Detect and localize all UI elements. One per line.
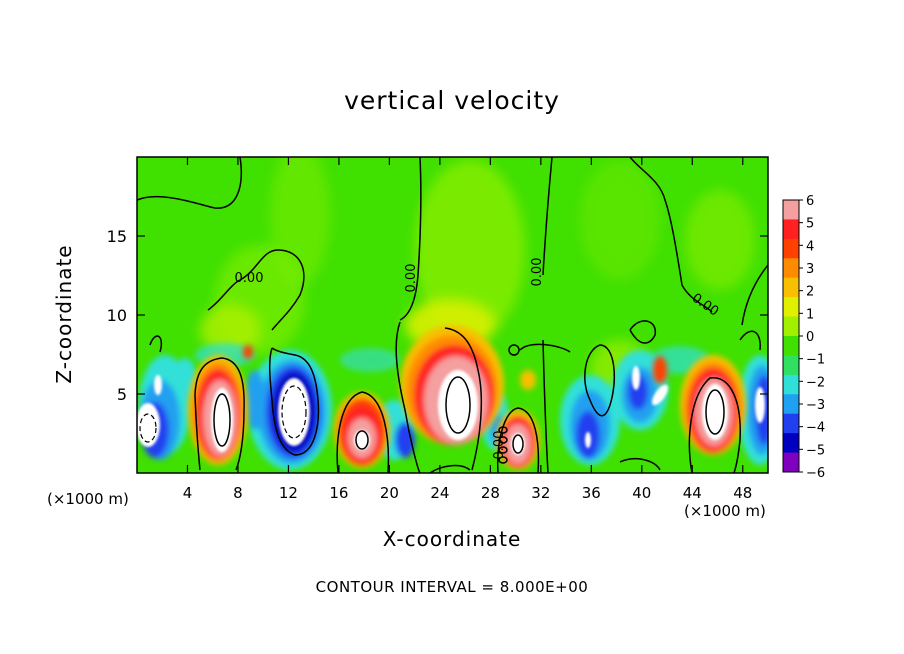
colorbar-label: 5 [806, 217, 814, 232]
colorbar-label: −5 [806, 443, 825, 458]
x-tick-label: 4 [183, 484, 193, 502]
colorbar-label: 2 [806, 285, 814, 300]
y-axis-label: Z-coordinate [52, 244, 76, 384]
zero-contours [137, 157, 768, 473]
colorbar-label: −2 [806, 375, 825, 390]
colorbar-label: 0 [806, 330, 814, 345]
colorbar-segment [783, 219, 799, 240]
field-shading [137, 157, 768, 470]
contour-label: 0.00 [404, 264, 419, 293]
x-tick-label: 36 [582, 484, 601, 502]
colorbar-segment [783, 336, 799, 356]
colorbar-segment [783, 413, 799, 434]
colorbar-label: −1 [806, 353, 825, 368]
plot-area [137, 157, 768, 473]
colorbar-label: 4 [806, 239, 814, 254]
chart-title: vertical velocity [344, 86, 560, 115]
x-tick-label: 20 [380, 484, 399, 502]
x-tick-label: 32 [531, 484, 550, 502]
colorbar-segment [783, 355, 799, 376]
colorbar-segment [783, 258, 799, 279]
x-axis-label: X-coordinate [382, 527, 522, 551]
x-tick-label: 48 [733, 484, 752, 502]
colorbar-segment [783, 238, 799, 259]
x-tick-label: 16 [329, 484, 348, 502]
x-tick-label: 8 [233, 484, 243, 502]
negative-contours [139, 385, 307, 443]
y-tick-label: 5 [117, 385, 127, 404]
contour-interval-note: CONTOUR INTERVAL = 8.000E+00 [315, 578, 589, 596]
colorbar-segment [783, 297, 799, 318]
x-tick-label: 12 [279, 484, 298, 502]
colorbar-label: −3 [806, 398, 825, 413]
x-tick-label: 44 [683, 484, 702, 502]
colorbar-segment [783, 200, 799, 220]
y-tick-label: 15 [107, 227, 127, 246]
x-tick-label: 28 [481, 484, 500, 502]
x-axis: 4 8 12 16 20 24 28 32 36 40 44 48 [183, 157, 752, 502]
x-unit-label-left: (×1000 m) [47, 490, 129, 508]
colorbar: 6 5 4 3 2 1 0 −1 −2 −3 −4 −5 −6 [782, 194, 825, 481]
x-tick-label: 40 [632, 484, 651, 502]
x-unit-label-right: (×1000 m) [684, 502, 766, 520]
colorbar-segment [783, 394, 799, 415]
colorbar-segment [783, 433, 799, 454]
colorbar-segment [783, 374, 799, 395]
x-tick-label: 24 [430, 484, 449, 502]
contour-label: 0.00 [530, 258, 545, 287]
contour-label: 0.00 [492, 431, 507, 460]
colorbar-segment [783, 452, 799, 473]
colorbar-segment [783, 316, 799, 337]
colorbar-label: −4 [806, 421, 825, 436]
colorbar-label: 1 [806, 307, 814, 322]
colorbar-segment [783, 277, 799, 298]
y-tick-label: 10 [107, 306, 127, 325]
colorbar-label: 6 [806, 194, 814, 209]
colorbar-label: −6 [806, 466, 825, 481]
colorbar-label: 3 [806, 262, 814, 277]
contour-label: 0.00 [235, 271, 264, 286]
y-axis: 5 10 15 [107, 227, 768, 404]
